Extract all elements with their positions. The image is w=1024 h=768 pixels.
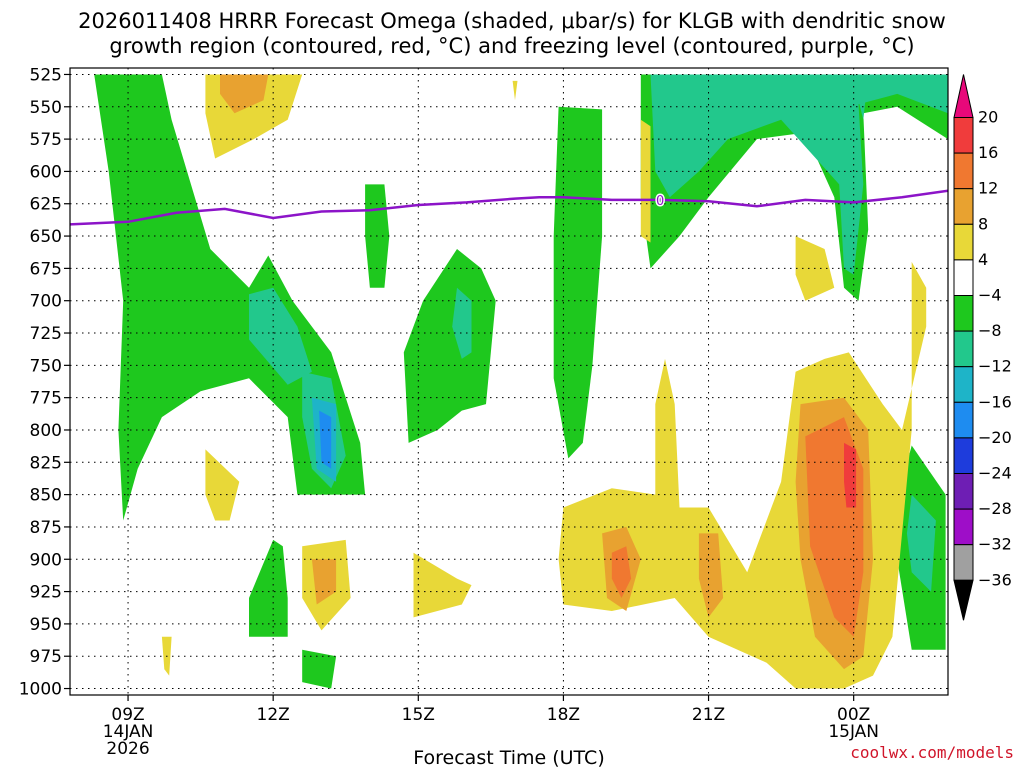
- omega-region-17: [220, 74, 269, 114]
- colorbar-label-13: −36: [978, 570, 1012, 589]
- colorbar-bottom-arrow: [953, 579, 974, 621]
- y-tick-label-925: 925: [30, 583, 62, 603]
- ground-layer: [70, 698, 948, 703]
- colorbar-swatch-13: [953, 544, 974, 581]
- x-axis-label: Forecast Time (UTC): [413, 747, 604, 768]
- y-tick-label-550: 550: [30, 98, 62, 118]
- omega-region-15: [858, 74, 869, 120]
- y-tick-label-675: 675: [30, 259, 62, 279]
- y-axis: 525 550 575 600 625 650 675 700 725 750 775 800 825 8…: [19, 65, 70, 700]
- y-tick-label-900: 900: [30, 550, 62, 570]
- omega-region-8: [249, 539, 288, 637]
- omega-region-13: [319, 410, 332, 469]
- x-tick-label-21Z: 21Z: [692, 705, 725, 725]
- y-tick-label-775: 775: [30, 389, 62, 409]
- colorbar-label-7: −12: [978, 357, 1012, 376]
- y-tick-label-1000: 1000: [19, 680, 62, 700]
- x-tick-label-00Z: 00Z: [837, 705, 870, 725]
- colorbar-label-5: −4: [978, 286, 1002, 305]
- omega-region-30: [205, 449, 240, 521]
- colorbar-swatch-2: [953, 152, 974, 190]
- y-tick-label-950: 950: [30, 615, 62, 635]
- credit-text: coolwx.com/models: [850, 743, 1014, 762]
- omega-region-23: [844, 442, 857, 508]
- colorbar: 20 16 12 8 4 −4 −8 −12 −16 −20 −24 −28 −32 −36: [953, 74, 1012, 621]
- plot-area: 0: [70, 68, 948, 703]
- colorbar-swatch-5: [953, 259, 974, 296]
- colorbar-swatch-11: [953, 473, 974, 510]
- omega-region-5: [650, 74, 948, 275]
- x-tick-label-15Z: 15Z: [402, 705, 435, 725]
- colorbar-label-9: −20: [978, 428, 1012, 447]
- y-tick-label-725: 725: [30, 324, 62, 344]
- y-tick-label-650: 650: [30, 227, 62, 247]
- colorbar-label-12: −32: [978, 535, 1012, 554]
- y-tick-label-875: 875: [30, 518, 62, 538]
- x-tick-date-00Z: 15JAN: [828, 722, 879, 742]
- y-tick-label-975: 975: [30, 647, 62, 667]
- y-tick-label-800: 800: [30, 421, 62, 441]
- y-tick-label-750: 750: [30, 356, 62, 376]
- x-tick-date-09Z: 14JAN: [103, 722, 154, 742]
- y-tick-label-825: 825: [30, 453, 62, 473]
- colorbar-swatch-9: [953, 401, 974, 439]
- omega-region-29: [413, 552, 472, 618]
- omega-region-28: [311, 559, 337, 605]
- colorbar-top-arrow: [953, 74, 974, 118]
- x-tick-year-09Z: 2026: [106, 739, 149, 759]
- omega-region-0: [94, 74, 366, 521]
- omega-region-14: [452, 287, 472, 359]
- x-tick-label-18Z: 18Z: [547, 705, 580, 725]
- colorbar-label-6: −8: [978, 321, 1002, 340]
- omega-region-26: [698, 533, 724, 618]
- y-tick-label-700: 700: [30, 292, 62, 312]
- colorbar-label-1: 16: [978, 143, 998, 162]
- colorbar-label-8: −16: [978, 392, 1012, 411]
- plot-frame: [69, 67, 949, 696]
- y-tick-label-575: 575: [30, 130, 62, 150]
- x-tick-label-12Z: 12Z: [257, 705, 290, 725]
- omega-region-1: [553, 106, 603, 459]
- colorbar-label-4: 4: [978, 250, 988, 269]
- y-tick-label-850: 850: [30, 486, 62, 506]
- freezing-level-label: 0: [656, 194, 664, 209]
- colorbar-label-11: −28: [978, 499, 1012, 518]
- colorbar-swatch-6: [953, 295, 974, 332]
- y-tick-label-600: 600: [30, 162, 62, 182]
- colorbar-label-3: 8: [978, 214, 988, 233]
- chart-title-line1: 2026011408 HRRR Forecast Omega (shaded, …: [78, 9, 946, 33]
- omega-region-32: [512, 80, 518, 101]
- omega-region-7: [906, 494, 936, 592]
- grid-lines: [70, 68, 948, 695]
- x-tick-label-09Z: 09Z: [111, 705, 144, 725]
- colorbar-swatch-8: [953, 366, 974, 403]
- ground-fill: [70, 698, 948, 703]
- omega-region-10: [249, 287, 312, 385]
- colorbar-swatch-10: [953, 437, 974, 474]
- colorbar-swatch-1: [953, 117, 974, 154]
- freezing-level-layer: 0: [70, 189, 948, 226]
- omega-region-2: [403, 249, 496, 443]
- colorbar-swatch-12: [953, 508, 974, 546]
- y-tick-label-625: 625: [30, 195, 62, 215]
- freezing-level-line: [70, 189, 948, 226]
- colorbar-label-2: 12: [978, 179, 998, 198]
- omega-shaded-regions: [94, 74, 948, 689]
- colorbar-swatch-7: [953, 330, 974, 368]
- colorbar-swatch-3: [953, 188, 974, 225]
- colorbar-label-0: 20: [978, 108, 998, 127]
- chart-title-line2: growth region (contoured, red, °C) and f…: [109, 34, 914, 58]
- colorbar-swatch-4: [953, 223, 974, 261]
- colorbar-label-10: −24: [978, 464, 1012, 483]
- omega-region-18: [640, 119, 651, 243]
- omega-region-9: [302, 649, 337, 689]
- y-tick-label-525: 525: [30, 65, 62, 85]
